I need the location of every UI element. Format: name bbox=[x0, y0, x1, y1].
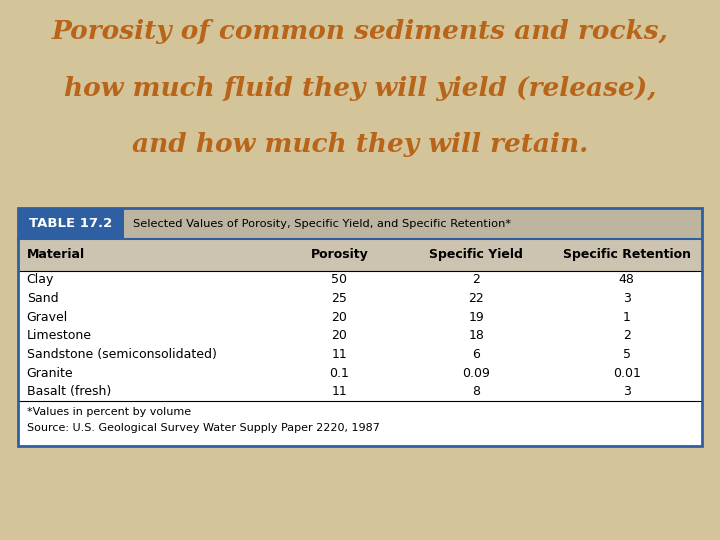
Text: 11: 11 bbox=[332, 348, 347, 361]
Text: 18: 18 bbox=[468, 329, 485, 342]
Text: 0.1: 0.1 bbox=[330, 367, 349, 380]
Text: TABLE 17.2: TABLE 17.2 bbox=[30, 217, 112, 230]
Text: 3: 3 bbox=[623, 386, 631, 399]
Text: 1: 1 bbox=[623, 310, 631, 323]
Text: 11: 11 bbox=[332, 386, 347, 399]
Text: Source: U.S. Geological Survey Water Supply Paper 2220, 1987: Source: U.S. Geological Survey Water Sup… bbox=[27, 423, 379, 433]
Text: 48: 48 bbox=[618, 273, 635, 286]
Text: Material: Material bbox=[27, 248, 85, 261]
Bar bbox=[18, 239, 702, 271]
Text: Porosity: Porosity bbox=[310, 248, 369, 261]
Text: Gravel: Gravel bbox=[27, 310, 68, 323]
Bar bbox=[18, 289, 702, 308]
Bar bbox=[18, 208, 124, 239]
Text: Sandstone (semiconsolidated): Sandstone (semiconsolidated) bbox=[27, 348, 217, 361]
Text: 19: 19 bbox=[469, 310, 484, 323]
Bar bbox=[18, 364, 702, 382]
Text: Specific Yield: Specific Yield bbox=[429, 248, 523, 261]
Text: 0.09: 0.09 bbox=[462, 367, 490, 380]
Bar bbox=[18, 271, 702, 289]
Bar bbox=[18, 382, 702, 401]
Text: 20: 20 bbox=[331, 329, 348, 342]
Bar bbox=[124, 208, 702, 239]
Text: Basalt (fresh): Basalt (fresh) bbox=[27, 386, 111, 399]
Text: Selected Values of Porosity, Specific Yield, and Specific Retention*: Selected Values of Porosity, Specific Yi… bbox=[132, 219, 510, 228]
Bar bbox=[18, 327, 702, 345]
Text: 6: 6 bbox=[472, 348, 480, 361]
Text: 20: 20 bbox=[331, 310, 348, 323]
Text: Granite: Granite bbox=[27, 367, 73, 380]
Text: and how much they will retain.: and how much they will retain. bbox=[132, 132, 588, 157]
Text: 25: 25 bbox=[331, 292, 348, 305]
Text: 2: 2 bbox=[623, 329, 631, 342]
Bar bbox=[18, 345, 702, 364]
Text: how much fluid they will yield (release),: how much fluid they will yield (release)… bbox=[64, 76, 656, 100]
Text: Porosity of common sediments and rocks,: Porosity of common sediments and rocks, bbox=[52, 19, 668, 44]
Text: 2: 2 bbox=[472, 273, 480, 286]
Text: 5: 5 bbox=[623, 348, 631, 361]
Text: 8: 8 bbox=[472, 386, 480, 399]
Text: Limestone: Limestone bbox=[27, 329, 91, 342]
Text: Specific Retention: Specific Retention bbox=[563, 248, 690, 261]
Text: 0.01: 0.01 bbox=[613, 367, 641, 380]
Text: 3: 3 bbox=[623, 292, 631, 305]
Bar bbox=[18, 308, 702, 327]
Text: Clay: Clay bbox=[27, 273, 54, 286]
Text: *Values in percent by volume: *Values in percent by volume bbox=[27, 407, 191, 417]
Text: 22: 22 bbox=[469, 292, 484, 305]
Text: 50: 50 bbox=[331, 273, 348, 286]
Bar bbox=[18, 401, 702, 445]
Text: Sand: Sand bbox=[27, 292, 58, 305]
